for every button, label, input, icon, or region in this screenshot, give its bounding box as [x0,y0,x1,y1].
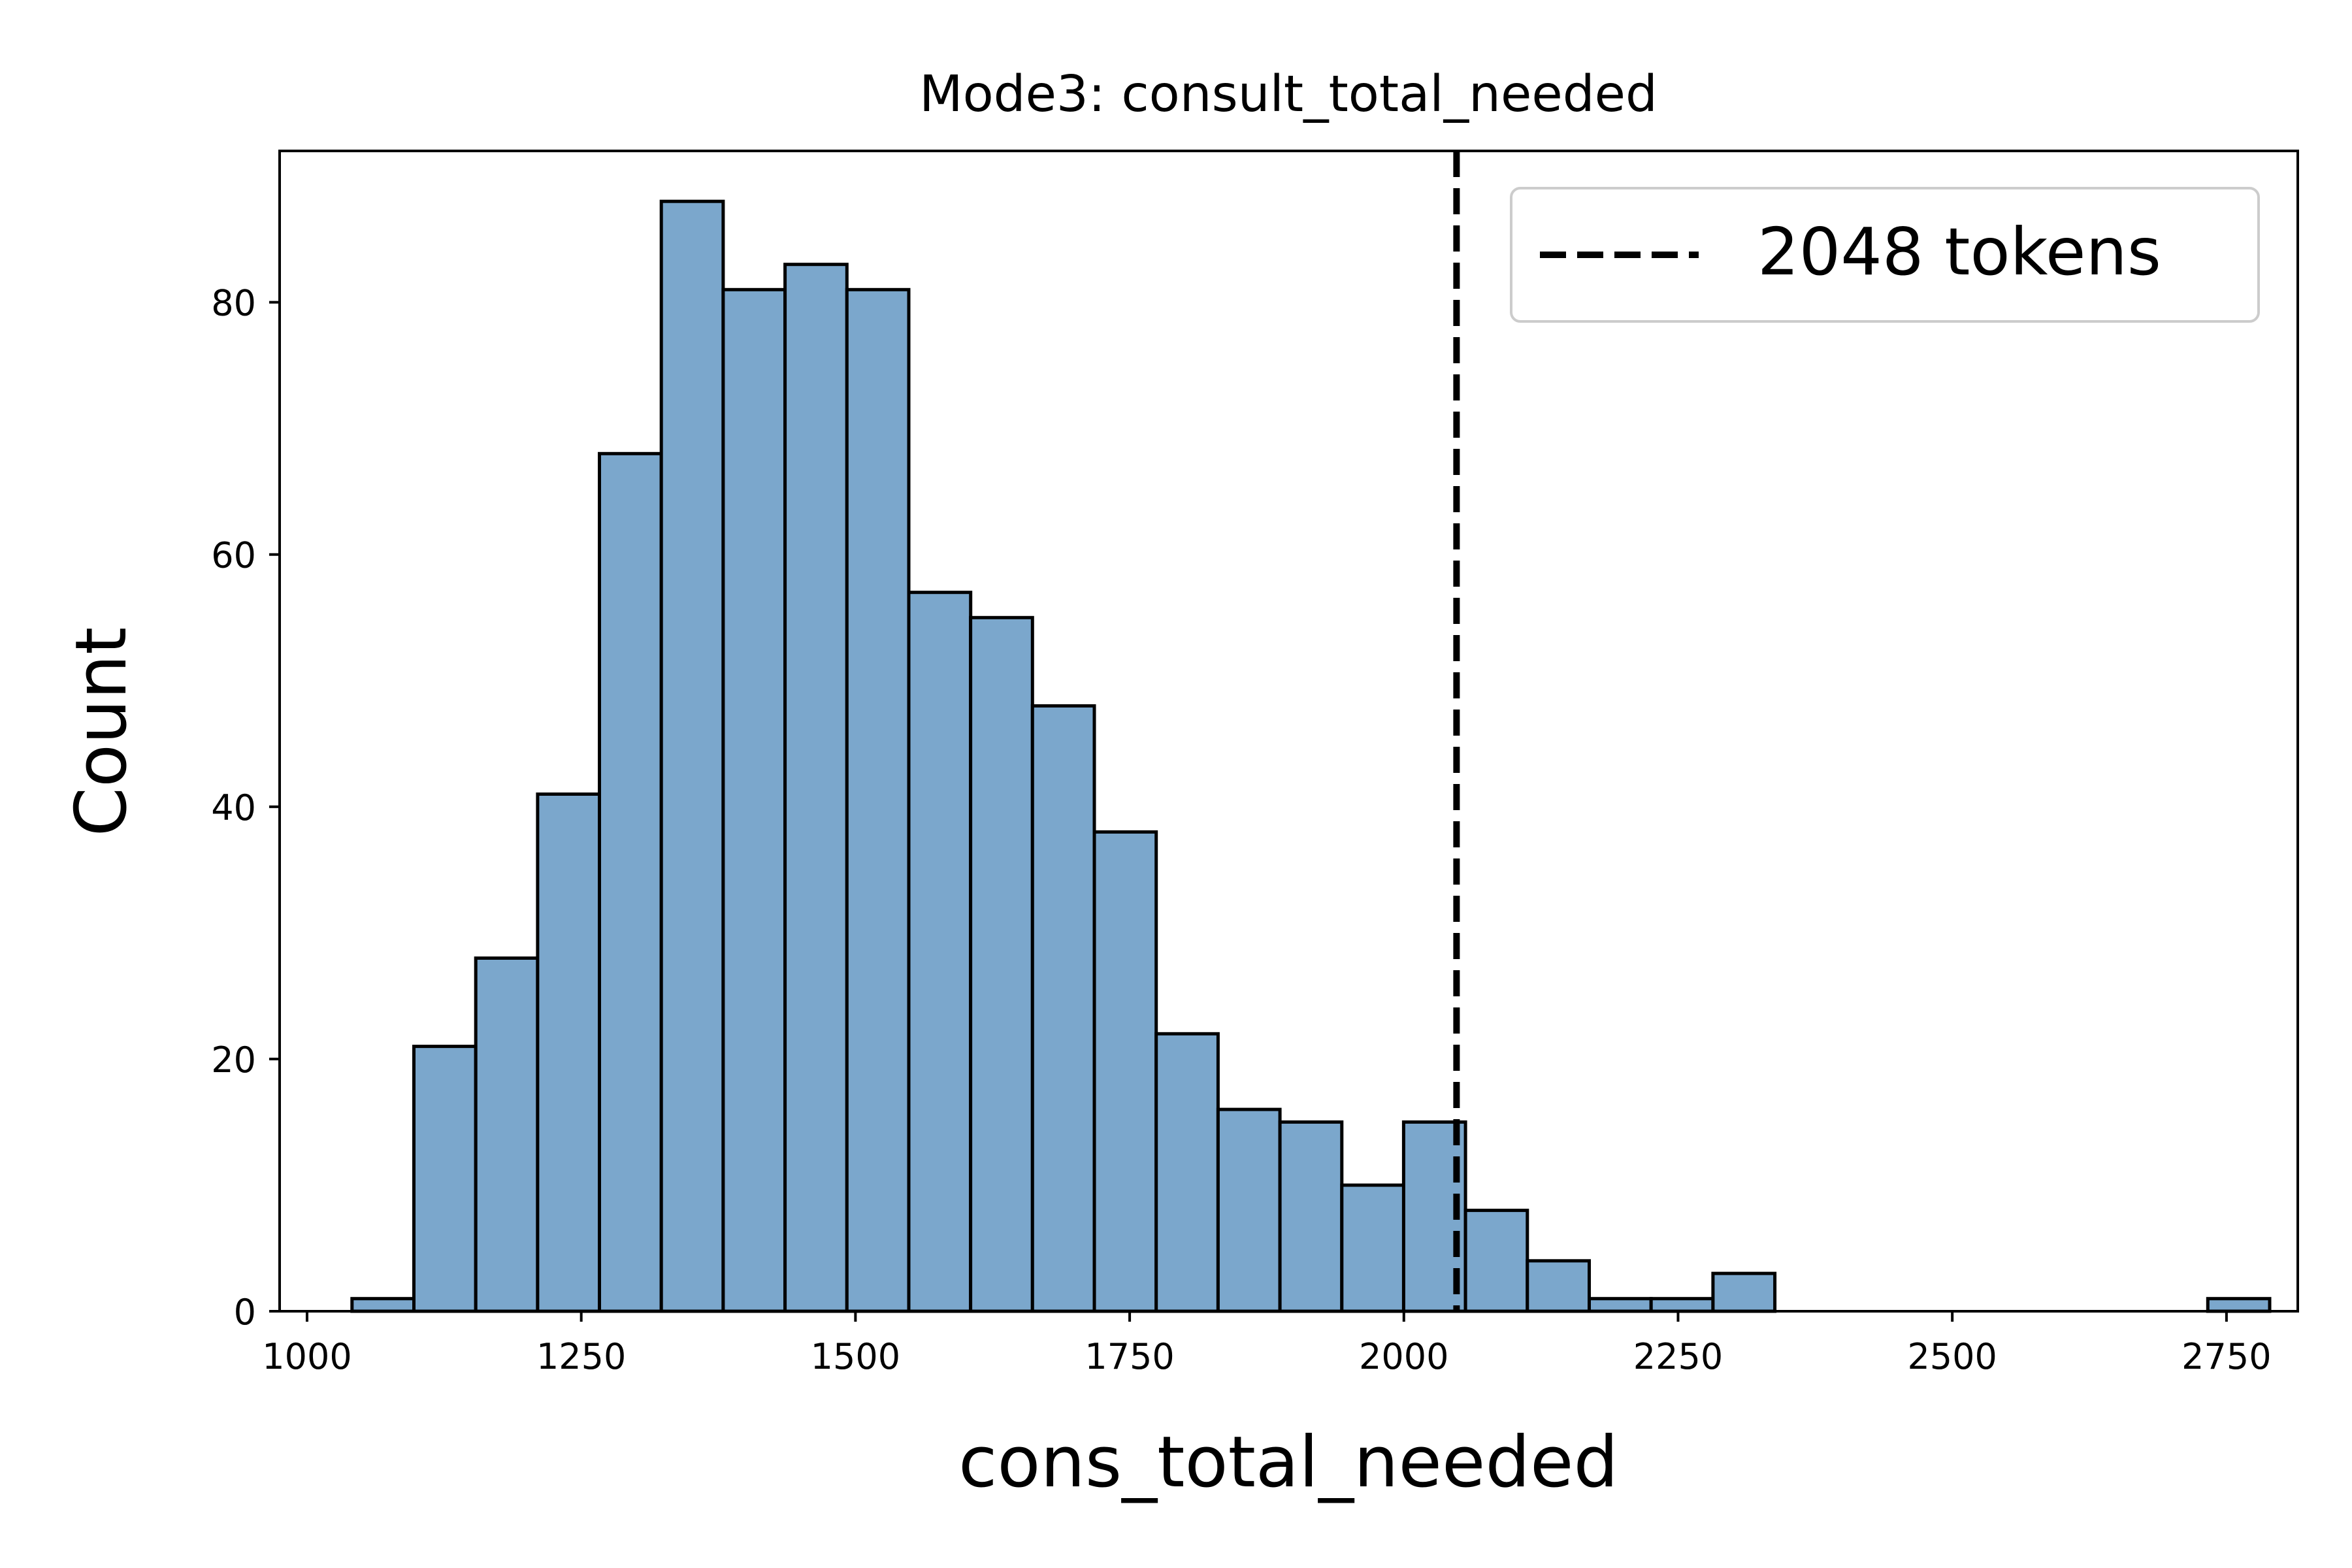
histogram-bar [536,792,602,1313]
chart-title: Mode3: consult_total_needed [919,65,1658,123]
y-tick-label: 40 [211,787,256,828]
histogram-bar [845,287,911,1313]
y-tick-label: 20 [211,1039,256,1081]
x-tick-label: 1500 [811,1336,900,1377]
histogram-bar [598,451,663,1313]
histogram-bar [474,956,540,1313]
histogram-bar [721,287,787,1313]
x-axis-ticks: 1000 1250 1500 1750 2000 2250 2500 2750 [262,1311,2272,1377]
histogram-bar [1588,1297,1653,1313]
histogram-bar [1092,830,1158,1313]
y-axis-ticks: 0 20 40 60 80 [211,283,280,1333]
histogram-bar [2206,1297,2272,1313]
histogram-bar [412,1045,478,1313]
histogram-bar [907,591,973,1313]
y-tick-label: 80 [211,283,256,324]
histogram-bar [1711,1271,1777,1313]
x-tick-label: 1250 [536,1336,626,1377]
histogram-bar [1030,704,1096,1313]
histogram-bar [969,615,1034,1313]
legend-label: 2048 tokens [1757,214,2161,290]
histogram-bar [1278,1120,1344,1313]
x-tick-label: 1000 [262,1336,351,1377]
legend-box [1510,187,2260,323]
plot-area-frame [278,150,2299,1313]
x-tick-label: 2250 [1633,1336,1723,1377]
histogram-bar [350,1297,416,1313]
x-tick-label: 2000 [1359,1336,1448,1377]
y-tick-label: 0 [234,1292,256,1333]
histogram-bar [783,263,849,1313]
x-tick-label: 1750 [1085,1336,1174,1377]
histogram-bar [1649,1297,1715,1313]
histogram-bar [659,199,725,1313]
x-tick-label: 2750 [2181,1336,2271,1377]
histogram-bar [1463,1209,1529,1313]
x-tick-label: 2500 [1907,1336,1997,1377]
histogram-bar [1154,1032,1220,1313]
legend: 2048 tokens [1510,187,2260,323]
bars-group [350,199,2272,1313]
y-tick-label: 60 [211,535,256,576]
histogram-bar [1216,1107,1282,1313]
y-axis-label: Count [61,627,142,837]
x-axis-label: cons_total_needed [958,1422,1618,1503]
histogram-bar [1340,1183,1406,1313]
histogram-bar [1526,1259,1592,1313]
